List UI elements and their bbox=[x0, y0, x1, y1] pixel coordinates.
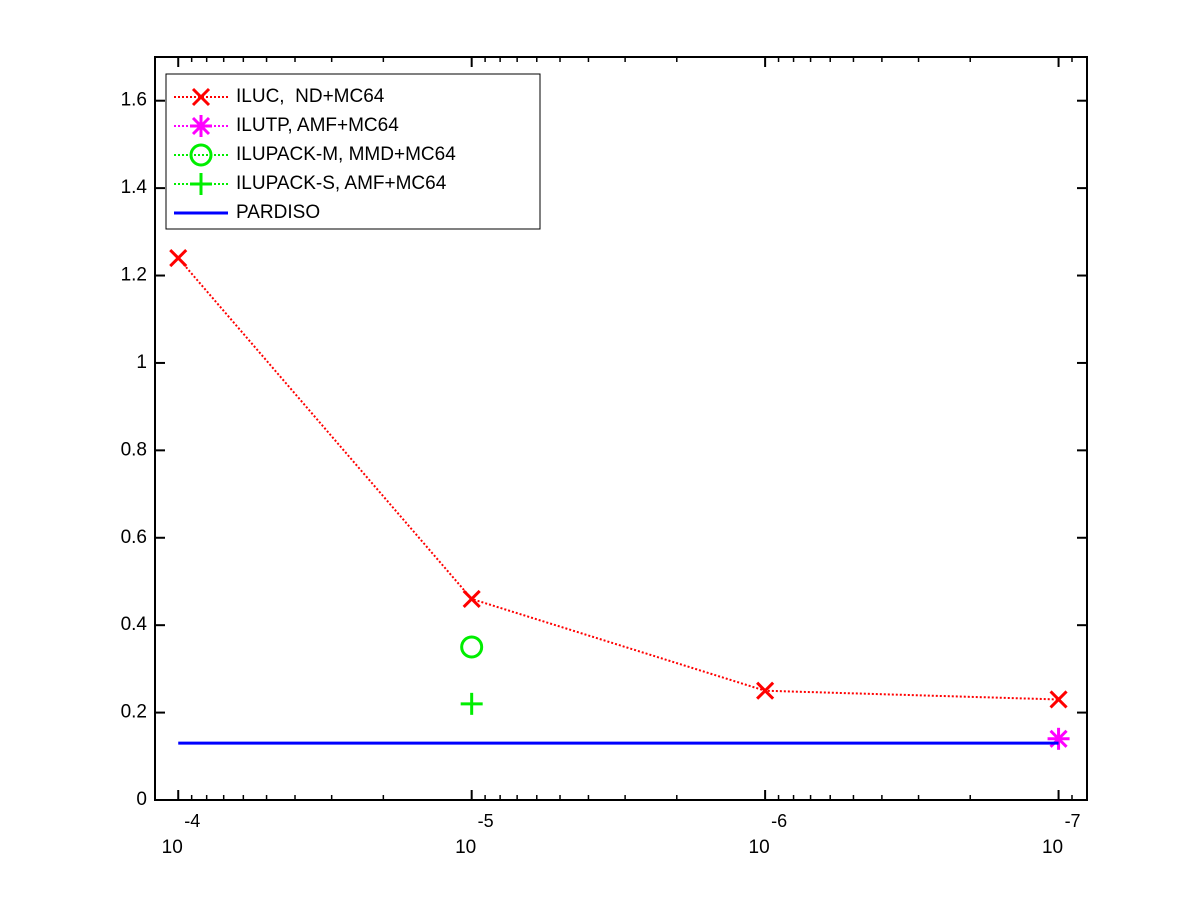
series-line bbox=[177, 257, 1059, 701]
marker-plus bbox=[460, 692, 483, 715]
y-tick-label: 1 bbox=[136, 352, 147, 373]
y-tick-label: 1.6 bbox=[121, 90, 147, 111]
x-tick-label: 10 bbox=[162, 837, 183, 858]
legend-label: ILUC, ND+MC64 bbox=[236, 86, 385, 107]
x-tick-exponent: -5 bbox=[478, 811, 494, 831]
marker-star bbox=[1047, 727, 1070, 750]
legend-marker bbox=[190, 173, 212, 195]
marker-x bbox=[462, 589, 481, 609]
marker-x bbox=[169, 248, 188, 268]
x-tick-label: 10 bbox=[455, 837, 476, 858]
marker-x bbox=[756, 681, 775, 700]
y-tick-label: 0.6 bbox=[121, 527, 147, 548]
marker-star bbox=[190, 115, 212, 137]
marker-stroke bbox=[1049, 690, 1068, 709]
marker-circle bbox=[460, 635, 484, 659]
legend-marker bbox=[191, 87, 211, 107]
marker-circle bbox=[189, 143, 213, 167]
marker-x bbox=[191, 87, 211, 107]
legend-label: PARDISO bbox=[236, 202, 320, 223]
y-tick-label: 0 bbox=[136, 789, 147, 810]
marker-x bbox=[1049, 690, 1068, 709]
marker-stroke bbox=[756, 681, 775, 700]
marker-stroke bbox=[462, 589, 481, 609]
plot-frame bbox=[154, 56, 1088, 801]
marker-stroke bbox=[191, 116, 211, 136]
legend-label: ILUTP, AMF+MC64 bbox=[236, 115, 399, 136]
x-tick-label: 10 bbox=[749, 837, 770, 858]
x-tick-exponent: -6 bbox=[771, 811, 787, 831]
marker-circle bbox=[189, 143, 213, 167]
y-tick-label: 0.2 bbox=[121, 702, 147, 723]
legend-marker bbox=[190, 115, 212, 137]
marker-stroke bbox=[191, 87, 211, 107]
marker-plus bbox=[190, 173, 212, 195]
legend-label: ILUPACK-M, MMD+MC64 bbox=[236, 144, 456, 165]
x-tick-exponent: -7 bbox=[1065, 811, 1081, 831]
legend-label: ILUPACK-S, AMF+MC64 bbox=[236, 173, 447, 194]
y-tick-label: 0.8 bbox=[121, 439, 147, 460]
x-tick-exponent: -4 bbox=[184, 811, 200, 831]
y-tick-label: 1.4 bbox=[121, 177, 148, 198]
legend-marker bbox=[189, 143, 213, 167]
y-tick-label: 1.2 bbox=[121, 265, 147, 286]
marker-stroke bbox=[169, 248, 188, 268]
y-tick-label: 0.4 bbox=[121, 614, 148, 635]
legend-box bbox=[165, 73, 541, 230]
marker-circle bbox=[460, 635, 484, 659]
x-tick-label: 10 bbox=[1042, 837, 1063, 858]
